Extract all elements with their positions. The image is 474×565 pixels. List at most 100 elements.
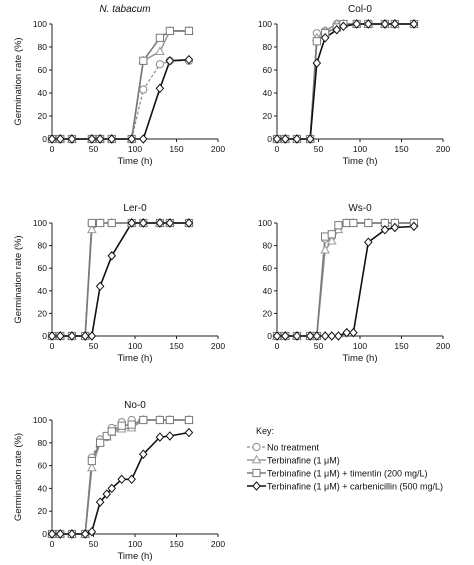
legend-key: Key: No treatment Terbinafine (1 μM) Terbi…	[247, 426, 443, 492]
data-point-diamond	[155, 83, 165, 94]
x-tick-label: 0	[50, 144, 55, 154]
data-point-square	[312, 37, 321, 46]
y-axis-label: Germination rate (%)	[13, 37, 24, 125]
data-point-diamond	[165, 218, 175, 228]
data-point-square	[96, 218, 105, 228]
data-point-diamond	[320, 33, 330, 43]
data-point-square	[155, 33, 165, 42]
x-tick-label: 0	[275, 144, 280, 154]
data-point-triangle	[86, 462, 97, 472]
data-point-diamond	[107, 483, 117, 494]
data-point-diamond	[67, 134, 77, 144]
y-tick-label: 60	[263, 65, 273, 75]
data-point-square	[184, 415, 194, 425]
x-tick-label: 150	[169, 144, 183, 154]
legend-marker-circle	[252, 442, 261, 452]
x-tick-label: 100	[128, 144, 142, 154]
data-point-diamond	[80, 529, 90, 539]
data-point-diamond	[364, 19, 373, 29]
data-point-diamond	[320, 331, 330, 341]
data-point-diamond	[139, 449, 148, 459]
y-tick-label: 40	[263, 286, 273, 296]
x-tick-label: 50	[89, 539, 99, 549]
y-tick-label: 80	[38, 241, 48, 251]
data-point-diamond	[409, 19, 419, 29]
legend-entry: No treatment	[247, 443, 320, 453]
series-line-circle	[52, 222, 189, 337]
legend-label: No treatment	[267, 443, 320, 453]
data-point-square	[107, 218, 116, 228]
x-tick-label: 150	[394, 341, 408, 351]
data-point-diamond	[390, 19, 400, 29]
y-tick-label: 60	[263, 263, 273, 273]
data-point-diamond	[155, 218, 165, 228]
data-point-diamond	[107, 134, 117, 144]
data-point-diamond	[312, 58, 322, 68]
data-point-diamond	[80, 331, 90, 341]
data-point-diamond	[380, 19, 390, 29]
legend-title: Key:	[256, 426, 274, 436]
y-tick-label: 20	[263, 308, 273, 318]
panel-title: Ler-0	[123, 203, 147, 214]
data-point-diamond	[281, 331, 290, 341]
data-point-square	[139, 56, 148, 65]
data-point-diamond	[184, 54, 194, 65]
data-point-diamond	[352, 19, 361, 29]
y-tick-label: 20	[38, 506, 48, 516]
series-line-triangle	[52, 30, 189, 140]
x-axis-label: Time (h)	[342, 156, 377, 167]
data-point-diamond	[95, 134, 105, 144]
data-point-diamond	[87, 134, 97, 144]
x-tick-label: 0	[50, 539, 55, 549]
data-point-diamond	[305, 134, 315, 144]
y-tick-label: 60	[38, 263, 48, 273]
panel-title: Ws-0	[348, 203, 372, 214]
data-point-diamond	[312, 331, 322, 341]
data-point-square	[364, 218, 373, 228]
data-point-diamond	[332, 25, 342, 35]
series-line-square	[277, 23, 414, 140]
data-point-diamond	[390, 222, 400, 233]
legend-entry: Terbinafine (1 μM)	[247, 454, 340, 466]
x-tick-label: 0	[50, 341, 55, 351]
y-tick-label: 40	[38, 286, 48, 296]
data-point-diamond	[87, 331, 97, 341]
data-point-triangle	[326, 235, 337, 245]
data-point-square	[96, 438, 105, 447]
y-tick-label: 20	[38, 308, 48, 318]
data-point-diamond	[95, 497, 105, 507]
x-tick-label: 200	[211, 144, 225, 154]
data-point-diamond	[281, 134, 290, 144]
data-point-diamond	[107, 251, 117, 261]
y-tick-label: 40	[263, 88, 273, 98]
data-point-diamond	[349, 327, 358, 338]
data-point-diamond	[47, 331, 57, 341]
y-tick-label: 60	[38, 65, 48, 75]
x-tick-label: 200	[436, 144, 450, 154]
data-point-diamond	[272, 134, 282, 144]
series-line-circle	[277, 222, 414, 337]
data-point-diamond	[47, 134, 57, 144]
data-point-diamond	[305, 331, 315, 341]
data-point-square	[127, 420, 136, 429]
data-point-circle	[155, 60, 164, 69]
data-point-diamond	[95, 281, 105, 292]
legend-marker-square	[252, 468, 261, 478]
y-tick-label: 20	[38, 111, 48, 121]
data-point-circle	[139, 85, 148, 94]
series-line-diamond	[52, 431, 190, 535]
series-line-diamond	[52, 222, 189, 337]
series-line-diamond	[277, 23, 414, 140]
y-tick-label: 100	[33, 218, 47, 228]
legend-marker-triangle	[251, 454, 262, 464]
y-tick-label: 80	[38, 438, 48, 448]
x-tick-label: 100	[128, 341, 142, 351]
series-line-square	[52, 30, 189, 140]
data-point-square	[117, 421, 126, 430]
data-point-diamond	[127, 134, 136, 144]
series-line-triangle	[277, 23, 414, 140]
series-line-diamond	[277, 225, 414, 337]
y-tick-label: 80	[38, 42, 48, 52]
x-axis-label: Time (h)	[117, 156, 152, 167]
x-axis-label: Time (h)	[117, 551, 152, 562]
